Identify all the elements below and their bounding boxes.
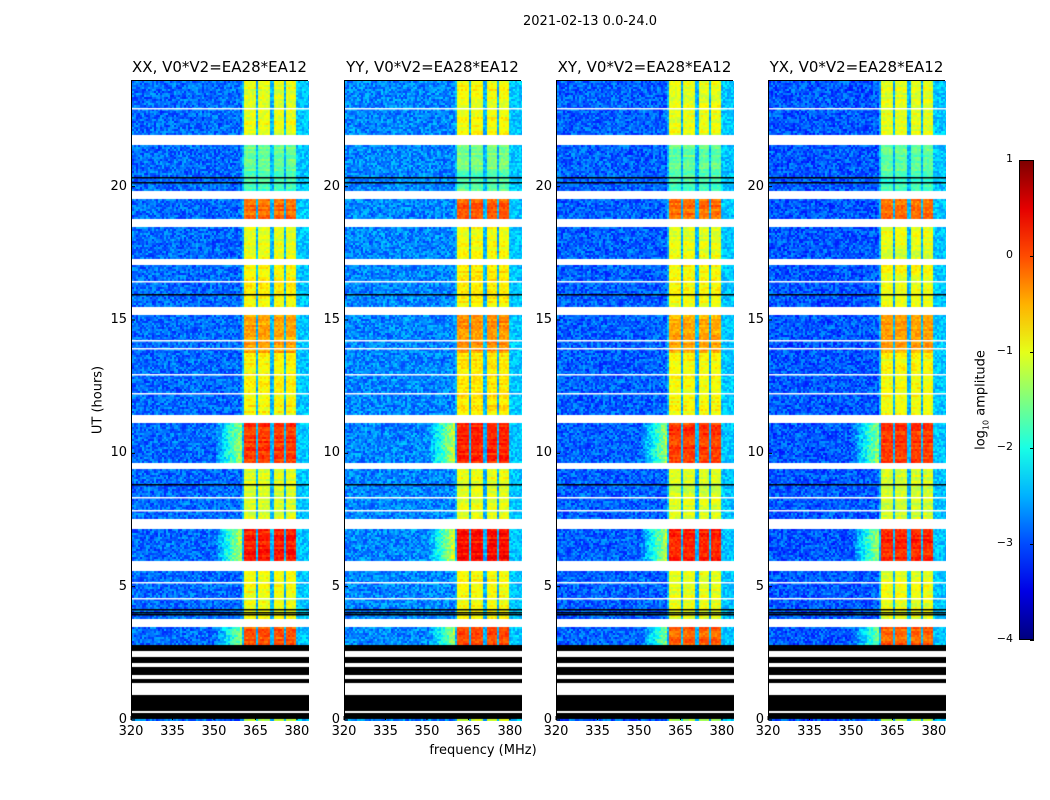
panel-title: YY, V0*V2=EA28*EA12 [346, 58, 519, 76]
x-tick-label: 350 [201, 724, 227, 739]
x-tick-label: 335 [797, 724, 822, 739]
x-tick-label: 320 [118, 724, 144, 739]
spectrogram-panel [556, 80, 734, 721]
y-tick-label: 20 [535, 178, 552, 194]
panel-title: XY, V0*V2=EA28*EA12 [557, 58, 732, 76]
y-tick-label: 0 [118, 712, 127, 727]
x-tick-label: 365 [668, 724, 693, 739]
x-tick-label: 335 [373, 724, 398, 739]
x-tick-label: 365 [456, 724, 481, 739]
y-tick-label: 15 [110, 312, 127, 327]
x-tick-label: 380 [284, 724, 310, 739]
x-tick-label: 335 [585, 724, 610, 739]
spectrogram-panel [131, 80, 309, 721]
colorbar-tick-label: −3 [996, 536, 1013, 549]
y-tick-label: 20 [110, 178, 127, 194]
x-tick-label: 320 [755, 724, 781, 739]
x-tick-label: 320 [331, 724, 357, 739]
x-tick-label: 350 [838, 724, 864, 739]
y-tick-label: 5 [118, 578, 127, 594]
y-tick-label: 15 [747, 312, 764, 327]
colorbar-tick-label: −1 [996, 344, 1013, 357]
spectrogram-panel [344, 80, 522, 721]
colorbar-tick-label: 1 [1006, 152, 1013, 165]
x-tick-label: 350 [626, 724, 652, 739]
heatmap-canvas [557, 81, 734, 721]
panel-title: YX, V0*V2=EA28*EA12 [769, 58, 944, 76]
y-tick-label: 0 [331, 712, 340, 727]
x-tick-label: 365 [243, 724, 268, 739]
y-tick-label: 0 [543, 712, 552, 727]
y-tick-label: 5 [543, 578, 552, 594]
heatmap-canvas [132, 81, 309, 721]
colorbar-tick-mark [1030, 640, 1034, 641]
x-tick-label: 380 [709, 724, 735, 739]
heatmap-canvas [345, 81, 522, 721]
y-tick-label: 15 [323, 312, 340, 327]
y-tick-label: 10 [535, 445, 552, 461]
y-tick-label: 20 [323, 178, 340, 194]
colorbar-tick-mark [1030, 544, 1034, 545]
y-tick-label: 10 [747, 445, 764, 461]
y-tick-label: 10 [110, 445, 127, 461]
colorbar-tick-label: −4 [996, 632, 1013, 645]
y-tick-label: 20 [747, 178, 764, 194]
x-tick-label: 365 [880, 724, 905, 739]
colorbar-tick-label: −2 [996, 440, 1013, 453]
spectrogram-panel [768, 80, 946, 721]
panel-title: XX, V0*V2=EA28*EA12 [132, 58, 307, 76]
heatmap-canvas [769, 81, 946, 721]
x-tick-label: 335 [160, 724, 185, 739]
y-tick-label: 5 [331, 578, 340, 594]
x-tick-label: 350 [414, 724, 440, 739]
colorbar-tick-mark [1030, 352, 1034, 353]
colorbar-tick-label: 0 [1006, 248, 1013, 261]
x-tick-label: 380 [497, 724, 523, 739]
y-tick-label: 5 [755, 578, 764, 594]
colorbar [1019, 160, 1034, 640]
y-tick-label: 15 [535, 312, 552, 327]
x-axis-label: frequency (MHz) [429, 743, 537, 758]
y-tick-label: 0 [755, 712, 764, 727]
y-tick-label: 10 [323, 445, 340, 461]
colorbar-tick-mark [1030, 256, 1034, 257]
figure-title: 2021-02-13 0.0-24.0 [523, 14, 657, 29]
x-tick-label: 380 [921, 724, 947, 739]
x-tick-label: 320 [543, 724, 569, 739]
colorbar-tick-mark [1030, 160, 1034, 161]
colorbar-tick-mark [1030, 448, 1034, 449]
